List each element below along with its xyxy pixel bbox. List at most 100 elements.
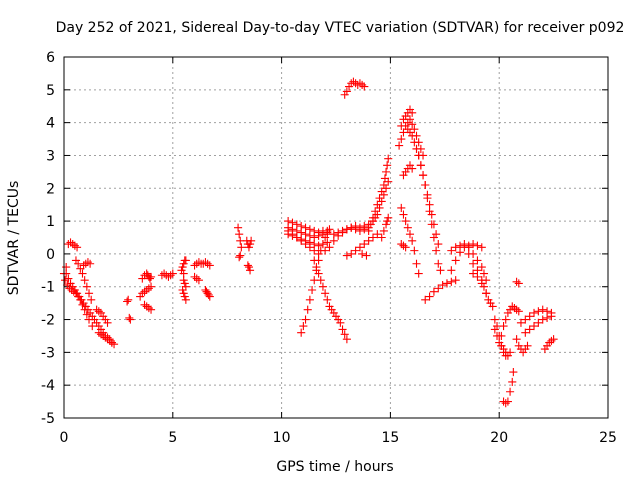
series-arc-04 [71,256,96,304]
data-point [314,241,323,250]
data-point [297,221,306,231]
data-point [383,217,392,226]
data-point [460,240,469,249]
data-point [401,243,410,252]
data-point [334,228,343,237]
data-point [432,246,441,255]
data-point [284,226,293,235]
data-point [78,269,87,278]
data-point [408,108,417,117]
data-point [383,161,392,170]
data-point [477,279,486,288]
data-point [146,305,156,314]
x-tick-label: 10 [273,430,291,446]
series-arc-28 [358,249,371,260]
data-point [434,259,443,268]
data-point [514,307,523,316]
data-point [297,236,306,245]
data-point [373,230,382,239]
data-point [297,228,306,237]
data-point [397,121,406,130]
data-point [506,348,515,357]
data-point [525,312,534,321]
series-arc-11 [142,269,156,283]
data-point [84,289,94,298]
data-point [381,184,391,193]
data-point [455,241,465,250]
data-point [146,282,156,291]
data-point [194,276,203,285]
data-point [451,276,460,285]
data-point [236,236,245,245]
series-arc-13 [177,256,190,304]
data-point [284,217,293,226]
data-point [87,295,96,304]
data-point [499,322,508,331]
data-point [469,240,478,249]
data-point [342,251,351,260]
data-point [78,300,87,309]
x-tick-label: 5 [168,430,177,446]
data-point [405,230,415,239]
data-point [347,223,356,232]
data-point [318,240,327,249]
data-point [103,318,112,327]
data-point [509,368,518,377]
data-point [399,128,408,137]
data-point [425,207,434,216]
data-point [305,225,314,234]
data-point [310,276,319,285]
chart-title: Day 252 of 2021, Sidereal Day-to-day VTE… [56,20,625,36]
data-point [288,218,297,227]
data-point [490,315,499,324]
data-point [145,274,155,283]
data-point [497,331,506,341]
data-point [358,249,367,258]
data-point [205,261,214,270]
data-point [543,307,552,316]
data-point [447,277,456,286]
data-point [368,233,378,242]
data-point [408,120,417,129]
series-arc-31 [377,213,393,242]
data-point [179,276,188,285]
data-point [204,290,213,299]
series-arc-41 [447,240,491,285]
data-point [82,282,91,291]
data-point [123,297,132,306]
data-point [469,259,478,268]
data-point [125,313,134,322]
data-point [379,226,388,235]
data-point [73,243,82,252]
data-point [408,164,417,173]
data-point [549,335,558,344]
data-point [245,266,255,275]
data-point [355,243,364,252]
y-tick-labels: -5 -4 -3 -2 -1 0 1 2 3 4 5 6 [41,50,55,427]
data-point [464,243,473,252]
data-point [179,269,188,278]
data-point [395,141,404,150]
series-arc-32 [395,115,428,160]
series-arc-07 [92,305,112,327]
series-arc-47 [497,302,523,341]
data-point [377,197,386,206]
y-tick-label: 4 [46,116,55,132]
data-point [408,236,417,245]
data-point [380,174,390,183]
series-arc-03 [62,269,95,318]
data-point [236,251,245,260]
series-arc-17 [242,236,256,275]
data-point [469,269,478,278]
data-point [342,225,351,234]
data-point [360,225,369,234]
series-arc-02 [61,276,97,331]
data-point [514,279,523,288]
data-point [178,285,187,295]
x-axis-label: GPS time / hours [276,459,393,475]
data-point [405,115,415,124]
data-point [384,213,393,222]
plot-frame [63,56,609,419]
series-arc-25 [329,223,373,239]
